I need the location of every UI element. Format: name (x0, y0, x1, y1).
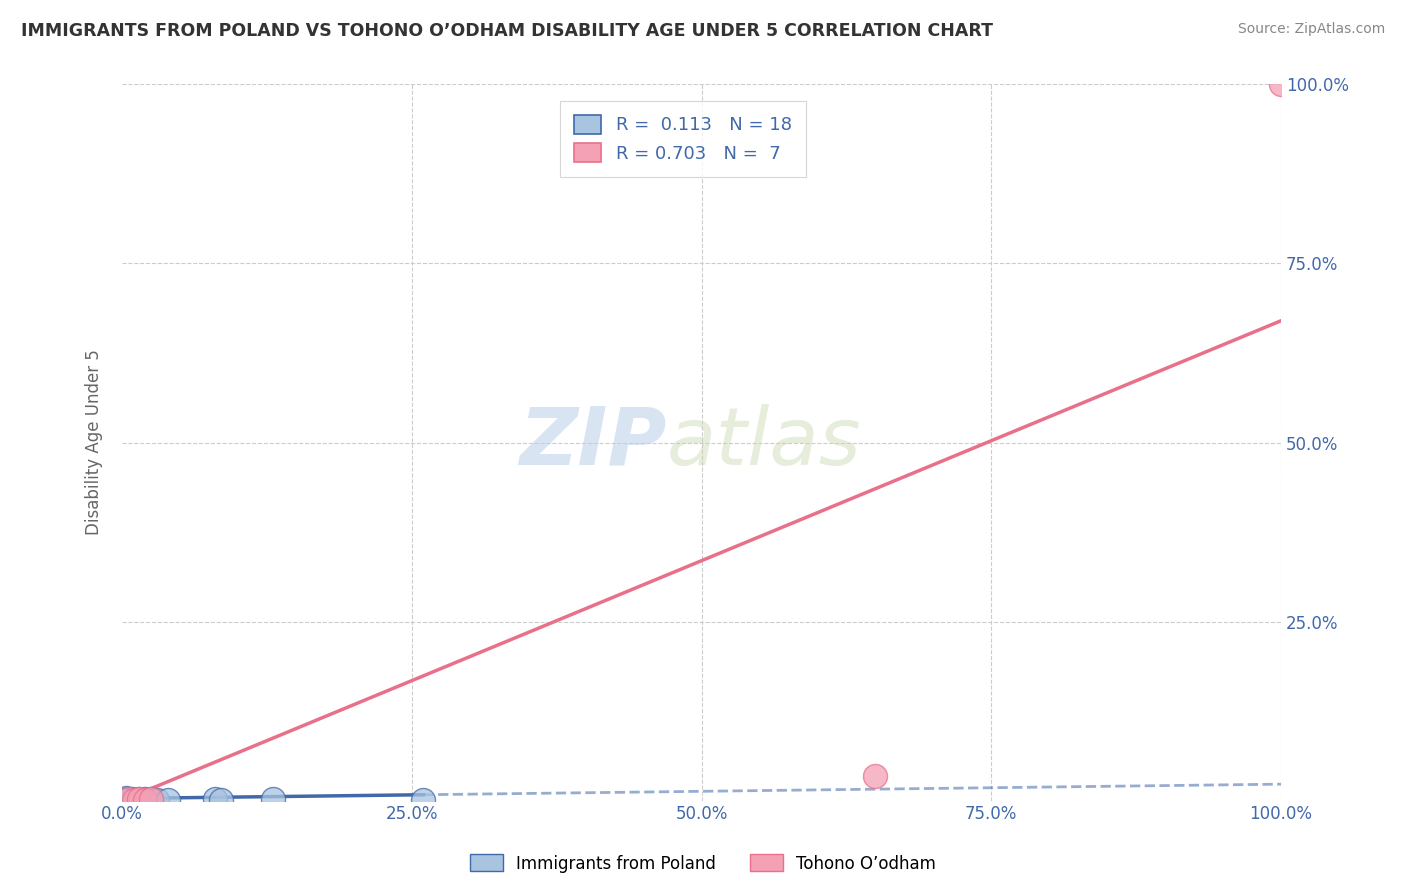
Point (128, 792, 150, 806)
Text: atlas: atlas (666, 403, 862, 482)
Point (132, 793, 155, 807)
Point (139, 792, 162, 806)
Point (146, 793, 169, 807)
Point (262, 792, 284, 806)
Point (117, 792, 139, 806)
Point (209, 793, 232, 807)
Point (117, 792, 139, 806)
Point (121, 792, 143, 806)
Point (127, 793, 149, 807)
Text: Source: ZipAtlas.com: Source: ZipAtlas.com (1237, 22, 1385, 37)
Point (128, 792, 150, 806)
Point (120, 793, 142, 807)
Point (204, 792, 226, 806)
Point (139, 792, 162, 806)
Point (114, 791, 136, 805)
Point (134, 793, 156, 807)
Legend: Immigrants from Poland, Tohono O’odham: Immigrants from Poland, Tohono O’odham (463, 847, 943, 880)
Point (157, 793, 180, 807)
Point (412, 793, 434, 807)
Point (122, 793, 145, 807)
Point (124, 793, 146, 807)
Point (136, 793, 159, 807)
Text: ZIP: ZIP (519, 403, 666, 482)
Text: IMMIGRANTS FROM POLAND VS TOHONO O’ODHAM DISABILITY AGE UNDER 5 CORRELATION CHAR: IMMIGRANTS FROM POLAND VS TOHONO O’ODHAM… (21, 22, 993, 40)
Legend: R =  0.113   N = 18, R = 0.703   N =  7: R = 0.113 N = 18, R = 0.703 N = 7 (560, 101, 806, 178)
Point (1270, 78, 1292, 92)
Y-axis label: Disability Age Under 5: Disability Age Under 5 (86, 350, 103, 535)
Point (865, 768, 887, 782)
Point (112, 793, 135, 807)
Point (134, 792, 156, 806)
